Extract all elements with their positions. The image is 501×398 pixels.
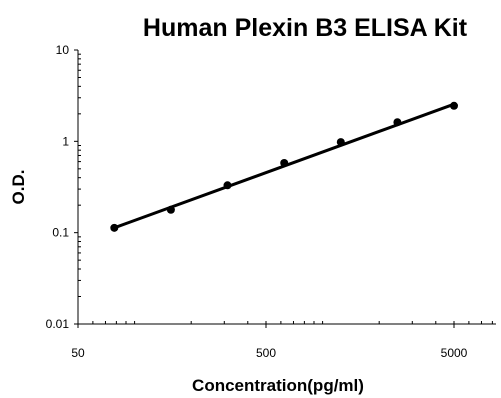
x-tick-label: 500 [256, 346, 276, 360]
y-tick-label: 0.1 [52, 226, 69, 240]
x-axis-label: Concentration(pg/ml) [192, 376, 364, 395]
data-point [166, 205, 175, 214]
x-tick-label: 50 [71, 346, 85, 360]
plot-area [110, 101, 458, 232]
chart-title: Human Plexin B3 ELISA Kit [143, 14, 468, 42]
x-axis-ticks: 50 500 5000 [71, 321, 493, 360]
data-point [223, 181, 232, 190]
y-axis-label: O.D. [9, 170, 28, 205]
data-point [280, 158, 289, 167]
data-point [450, 101, 458, 110]
x-tick-label: 5000 [441, 346, 468, 360]
data-point [110, 223, 119, 232]
y-tick-label: 1 [62, 134, 69, 148]
y-tick-label: 10 [56, 43, 70, 57]
data-point [336, 138, 345, 147]
y-axis-ticks: 0.01 0.1 1 10 [46, 43, 81, 331]
data-point [393, 118, 402, 127]
y-tick-label: 0.01 [46, 317, 70, 331]
